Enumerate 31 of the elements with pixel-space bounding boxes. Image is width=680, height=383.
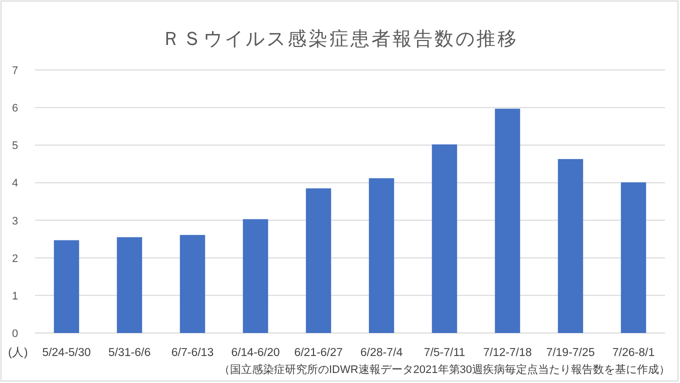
- x-tick-label: 5/31-6/6: [108, 347, 151, 359]
- bar: [494, 108, 520, 333]
- y-tick-label: 7: [12, 65, 18, 77]
- bar: [368, 178, 394, 333]
- y-tick-label: 0: [12, 328, 18, 340]
- bar: [54, 240, 80, 333]
- text: （国立感染症研究所のIDWR速報データ2021年第30週疾病毎定点当たり報告数を基に作成）: [218, 363, 670, 376]
- bar: [306, 188, 332, 333]
- x-tick-label: 7/12-7/18: [483, 347, 532, 359]
- y-axis-title: (人): [8, 346, 28, 359]
- y-tick-label: 2: [12, 252, 18, 265]
- bar: [242, 219, 268, 333]
- x-tick-label: 7/26-8/1: [612, 347, 655, 359]
- bar: [432, 144, 458, 333]
- x-tick-label: 7/19-7/25: [546, 347, 595, 359]
- chart-title: ＲＳウイルス感染症患者報告数の推移: [162, 28, 518, 50]
- x-tick-label: 6/7-6/13: [171, 347, 214, 359]
- bar: [558, 159, 584, 333]
- y-tick-label: 3: [12, 215, 18, 228]
- bar: [620, 182, 646, 333]
- x-tick-label: 7/5-7/11: [424, 347, 466, 359]
- y-tick-label: 6: [12, 102, 18, 115]
- x-tick-label: 6/28-7/4: [360, 347, 404, 359]
- bar: [180, 234, 206, 333]
- x-tick-label: 6/21-6/27: [294, 347, 343, 359]
- y-tick-label: 4: [12, 178, 18, 190]
- y-tick-label: 5: [12, 140, 18, 152]
- x-tick-label: 5/24-5/30: [42, 347, 91, 359]
- x-tick-label: 6/14-6/20: [231, 347, 280, 359]
- y-tick-label: 1: [12, 290, 18, 302]
- bar: [116, 237, 142, 333]
